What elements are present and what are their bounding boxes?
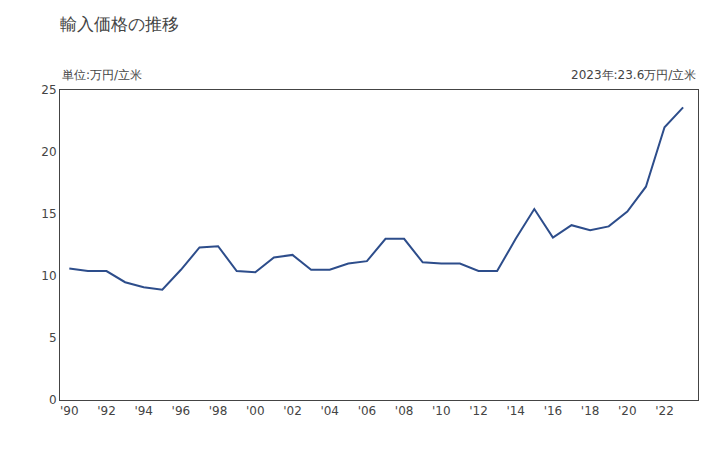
- svg-text:'18: '18: [581, 404, 600, 418]
- svg-text:'98: '98: [209, 404, 228, 418]
- svg-text:'00: '00: [246, 404, 265, 418]
- svg-text:5: 5: [49, 331, 57, 345]
- svg-text:'04: '04: [320, 404, 339, 418]
- svg-text:'96: '96: [172, 404, 191, 418]
- svg-text:0: 0: [49, 393, 57, 407]
- svg-text:10: 10: [41, 269, 56, 283]
- svg-text:'94: '94: [134, 404, 153, 418]
- svg-text:輸入価格の推移: 輸入価格の推移: [60, 14, 179, 34]
- svg-text:単位:万円/立米: 単位:万円/立米: [62, 68, 142, 82]
- svg-text:'14: '14: [506, 404, 525, 418]
- svg-text:2023年:23.6万円/立米: 2023年:23.6万円/立米: [571, 68, 696, 82]
- svg-text:'90: '90: [60, 404, 79, 418]
- svg-text:20: 20: [41, 145, 56, 159]
- svg-text:'16: '16: [544, 404, 563, 418]
- svg-text:'20: '20: [618, 404, 637, 418]
- svg-text:'06: '06: [358, 404, 377, 418]
- svg-text:'10: '10: [432, 404, 451, 418]
- svg-text:'92: '92: [97, 404, 116, 418]
- svg-text:15: 15: [41, 207, 56, 221]
- svg-text:'22: '22: [655, 404, 674, 418]
- svg-text:'12: '12: [469, 404, 488, 418]
- svg-text:'02: '02: [283, 404, 302, 418]
- svg-text:25: 25: [41, 83, 56, 97]
- svg-text:'08: '08: [395, 404, 414, 418]
